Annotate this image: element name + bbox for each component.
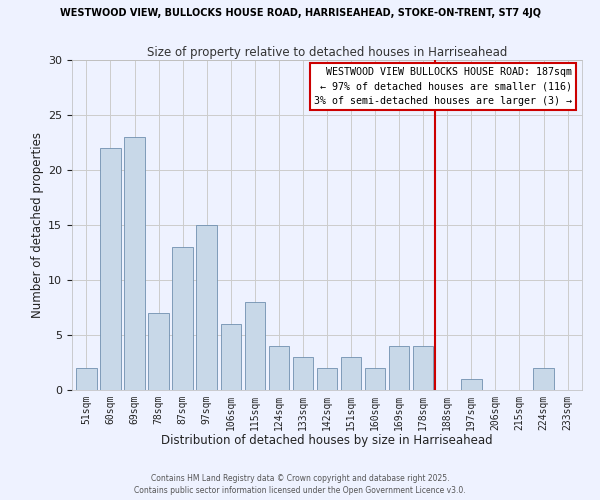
Text: Contains HM Land Registry data © Crown copyright and database right 2025.
Contai: Contains HM Land Registry data © Crown c…	[134, 474, 466, 495]
Bar	[172, 247, 193, 390]
Y-axis label: Number of detached properties: Number of detached properties	[31, 132, 44, 318]
Bar	[341, 357, 361, 390]
Bar	[365, 368, 385, 390]
Bar	[389, 346, 409, 390]
Bar	[245, 302, 265, 390]
Bar	[317, 368, 337, 390]
Text: WESTWOOD VIEW BULLOCKS HOUSE ROAD: 187sqm
← 97% of detached houses are smaller (: WESTWOOD VIEW BULLOCKS HOUSE ROAD: 187sq…	[314, 66, 572, 106]
Bar	[461, 379, 482, 390]
Bar	[196, 225, 217, 390]
Bar	[413, 346, 433, 390]
Bar	[148, 313, 169, 390]
Bar	[124, 137, 145, 390]
Bar	[293, 357, 313, 390]
Bar	[100, 148, 121, 390]
Title: Size of property relative to detached houses in Harriseahead: Size of property relative to detached ho…	[147, 46, 507, 59]
Text: WESTWOOD VIEW, BULLOCKS HOUSE ROAD, HARRISEAHEAD, STOKE-ON-TRENT, ST7 4JQ: WESTWOOD VIEW, BULLOCKS HOUSE ROAD, HARR…	[59, 8, 541, 18]
Bar	[221, 324, 241, 390]
X-axis label: Distribution of detached houses by size in Harriseahead: Distribution of detached houses by size …	[161, 434, 493, 448]
Bar	[269, 346, 289, 390]
Bar	[76, 368, 97, 390]
Bar	[533, 368, 554, 390]
